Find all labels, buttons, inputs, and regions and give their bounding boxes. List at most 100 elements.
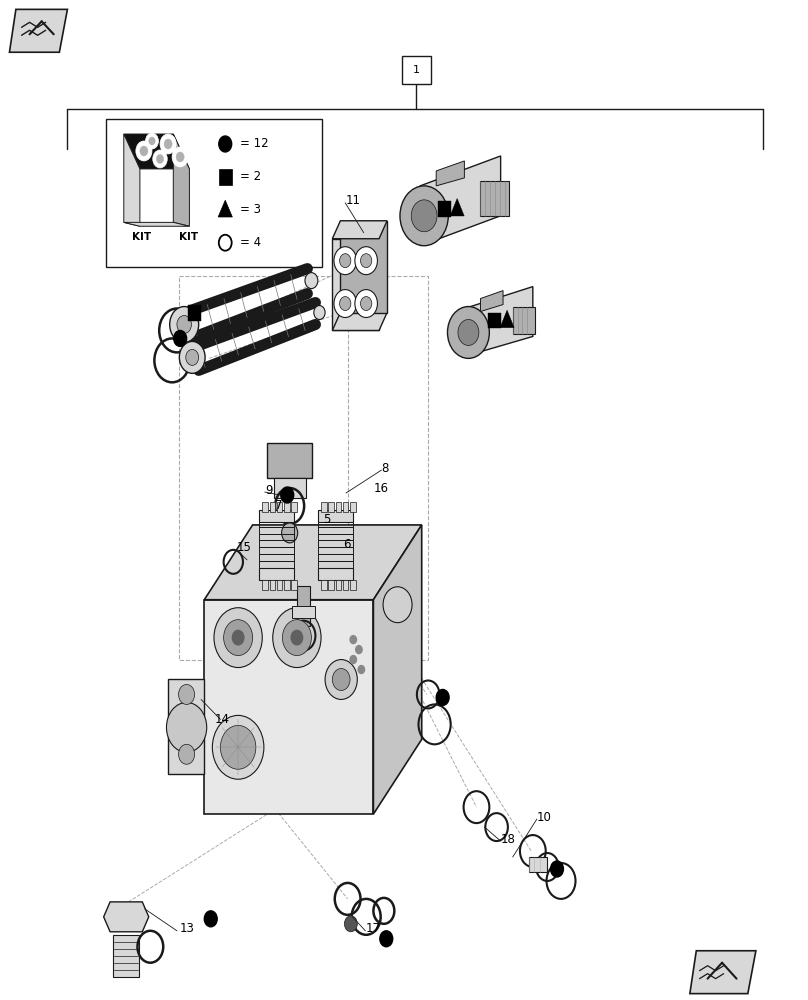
Bar bbox=[318, 510, 353, 522]
Bar bbox=[270, 502, 276, 512]
Bar bbox=[402, 56, 431, 84]
Circle shape bbox=[273, 608, 321, 668]
Circle shape bbox=[350, 656, 356, 664]
Bar bbox=[335, 580, 341, 590]
Circle shape bbox=[214, 608, 263, 668]
Text: 16: 16 bbox=[373, 482, 389, 495]
Circle shape bbox=[164, 139, 172, 149]
Circle shape bbox=[448, 307, 490, 358]
Circle shape bbox=[325, 660, 357, 699]
Circle shape bbox=[204, 911, 217, 927]
Polygon shape bbox=[124, 134, 189, 169]
Bar bbox=[350, 502, 356, 512]
Circle shape bbox=[221, 725, 256, 769]
Bar bbox=[297, 586, 309, 626]
Polygon shape bbox=[420, 156, 501, 246]
Bar bbox=[343, 502, 348, 512]
Polygon shape bbox=[332, 313, 387, 330]
Bar bbox=[274, 478, 305, 498]
Circle shape bbox=[170, 307, 199, 342]
Circle shape bbox=[350, 636, 356, 644]
Text: 10: 10 bbox=[537, 811, 552, 824]
Text: 11: 11 bbox=[345, 194, 360, 207]
Circle shape bbox=[153, 150, 167, 168]
Circle shape bbox=[149, 137, 155, 145]
Bar bbox=[188, 305, 201, 320]
Circle shape bbox=[166, 702, 207, 752]
Circle shape bbox=[332, 669, 350, 690]
Bar bbox=[277, 502, 283, 512]
Circle shape bbox=[179, 341, 205, 373]
Bar bbox=[263, 580, 268, 590]
Bar bbox=[179, 276, 428, 660]
Polygon shape bbox=[124, 222, 189, 226]
Bar bbox=[291, 580, 297, 590]
Polygon shape bbox=[103, 902, 149, 932]
Bar bbox=[291, 502, 297, 512]
Bar bbox=[528, 857, 546, 872]
Circle shape bbox=[334, 247, 356, 275]
Text: 18: 18 bbox=[501, 833, 516, 846]
Circle shape bbox=[145, 133, 158, 149]
Polygon shape bbox=[500, 310, 514, 328]
Circle shape bbox=[358, 666, 364, 674]
Circle shape bbox=[339, 297, 351, 311]
Bar bbox=[277, 580, 283, 590]
Circle shape bbox=[400, 186, 448, 246]
Circle shape bbox=[281, 487, 293, 503]
Bar bbox=[106, 119, 322, 267]
Text: 9: 9 bbox=[266, 484, 273, 497]
Bar bbox=[321, 502, 326, 512]
Text: = 2: = 2 bbox=[240, 170, 261, 183]
Circle shape bbox=[356, 646, 362, 654]
Polygon shape bbox=[218, 200, 233, 217]
Polygon shape bbox=[204, 525, 422, 600]
Bar bbox=[259, 568, 294, 580]
Text: KIT: KIT bbox=[132, 232, 151, 242]
Bar bbox=[219, 169, 232, 185]
Circle shape bbox=[380, 931, 393, 947]
Polygon shape bbox=[332, 221, 387, 239]
Text: = 4: = 4 bbox=[240, 236, 261, 249]
Circle shape bbox=[140, 146, 148, 156]
Circle shape bbox=[355, 290, 377, 318]
Circle shape bbox=[177, 316, 191, 333]
Polygon shape bbox=[340, 221, 387, 313]
Text: 13: 13 bbox=[180, 922, 195, 935]
Bar bbox=[270, 580, 276, 590]
Circle shape bbox=[179, 684, 195, 704]
Polygon shape bbox=[124, 134, 140, 226]
Bar bbox=[263, 502, 268, 512]
Circle shape bbox=[224, 620, 253, 656]
Polygon shape bbox=[10, 9, 67, 52]
Text: 17: 17 bbox=[365, 922, 381, 935]
Bar bbox=[350, 580, 356, 590]
Circle shape bbox=[160, 134, 176, 154]
Bar bbox=[438, 201, 451, 217]
Polygon shape bbox=[481, 291, 503, 312]
Circle shape bbox=[282, 523, 297, 543]
Polygon shape bbox=[690, 951, 755, 994]
Circle shape bbox=[436, 689, 449, 705]
Bar bbox=[343, 580, 348, 590]
Text: = 12: = 12 bbox=[240, 137, 268, 150]
Bar bbox=[292, 606, 314, 618]
Circle shape bbox=[305, 273, 318, 289]
Bar bbox=[513, 307, 535, 334]
Bar bbox=[481, 181, 509, 216]
Text: 7: 7 bbox=[276, 499, 283, 512]
Circle shape bbox=[213, 715, 264, 779]
Polygon shape bbox=[168, 679, 204, 774]
Polygon shape bbox=[450, 198, 465, 216]
Text: = 3: = 3 bbox=[240, 203, 261, 216]
Bar bbox=[335, 502, 341, 512]
Bar bbox=[328, 580, 334, 590]
Circle shape bbox=[179, 744, 195, 764]
Circle shape bbox=[232, 630, 245, 646]
Circle shape bbox=[174, 330, 187, 346]
Circle shape bbox=[176, 152, 184, 162]
Circle shape bbox=[314, 306, 325, 320]
Polygon shape bbox=[173, 134, 189, 226]
Text: 1: 1 bbox=[413, 65, 419, 75]
Circle shape bbox=[136, 141, 152, 161]
